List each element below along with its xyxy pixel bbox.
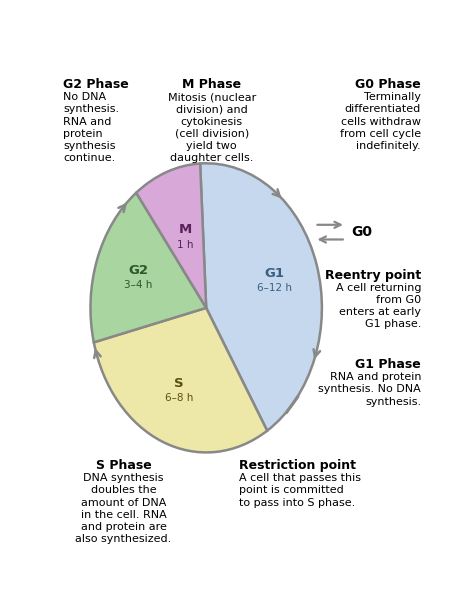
Text: G1 Phase: G1 Phase: [356, 358, 421, 371]
Wedge shape: [94, 308, 267, 452]
Wedge shape: [136, 163, 206, 308]
Wedge shape: [91, 193, 206, 342]
Text: Mitosis (nuclear
division) and
cytokinesis
(cell division)
yield two
daughter ce: Mitosis (nuclear division) and cytokines…: [168, 92, 256, 163]
Text: No DNA
synthesis.
RNA and
protein
synthesis
continue.: No DNA synthesis. RNA and protein synthe…: [63, 92, 119, 163]
Text: A cell that passes this
point is committed
to pass into S phase.: A cell that passes this point is committ…: [239, 473, 361, 508]
Text: RNA and protein
synthesis. No DNA
synthesis.: RNA and protein synthesis. No DNA synthe…: [319, 372, 421, 406]
Text: 6–12 h: 6–12 h: [257, 284, 292, 293]
Text: G0: G0: [351, 225, 372, 239]
Text: 3–4 h: 3–4 h: [124, 280, 153, 290]
Text: Reentry point: Reentry point: [325, 269, 421, 282]
Text: M: M: [179, 224, 192, 237]
Text: 1 h: 1 h: [177, 240, 194, 250]
Text: M Phase: M Phase: [182, 79, 241, 91]
Text: DNA synthesis
doubles the
amount of DNA
in the cell. RNA
and protein are
also sy: DNA synthesis doubles the amount of DNA …: [75, 473, 172, 544]
Text: G2: G2: [128, 264, 148, 277]
Text: G1: G1: [264, 267, 285, 280]
Text: A cell returning
from G0
enters at early
G1 phase.: A cell returning from G0 enters at early…: [336, 283, 421, 330]
Text: S Phase: S Phase: [96, 460, 151, 472]
Text: G0 Phase: G0 Phase: [356, 79, 421, 91]
Text: Restriction point: Restriction point: [239, 460, 356, 472]
Wedge shape: [200, 163, 322, 431]
Text: S: S: [174, 377, 184, 390]
Text: G2 Phase: G2 Phase: [63, 79, 128, 91]
Text: 6–8 h: 6–8 h: [165, 393, 193, 403]
Text: Terminally
differentiated
cells withdraw
from cell cycle
indefinitely.: Terminally differentiated cells withdraw…: [340, 92, 421, 151]
